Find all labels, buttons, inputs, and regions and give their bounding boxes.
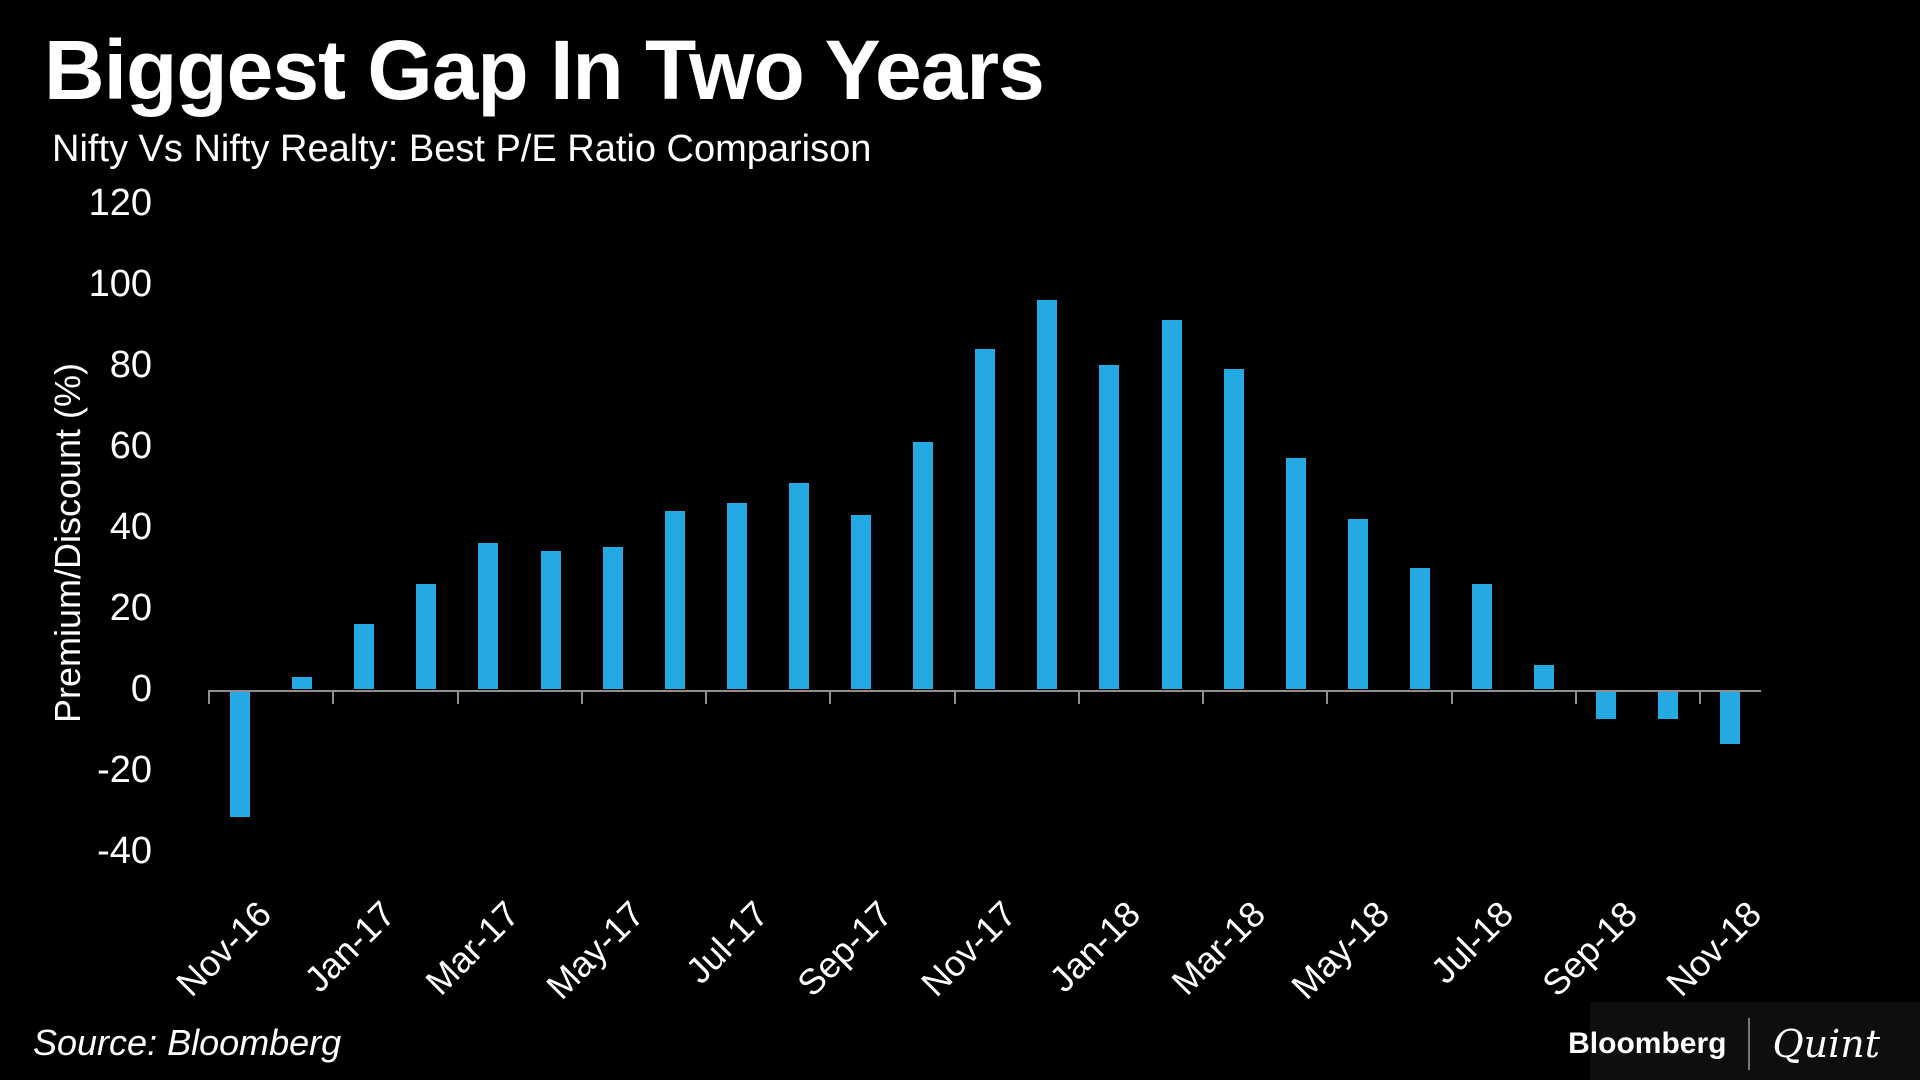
x-tick-label: Sep-17 bbox=[788, 893, 900, 1005]
chart-subtitle: Nifty Vs Nifty Realty: Best P/E Ratio Co… bbox=[52, 128, 872, 170]
bar-Oct-18 bbox=[1658, 691, 1679, 720]
bar-May-17 bbox=[602, 547, 623, 690]
bar-Nov-18 bbox=[1720, 691, 1741, 744]
publisher-logo: Bloomberg Quint bbox=[1568, 1018, 1880, 1070]
x-tick-label: Jan-18 bbox=[1041, 893, 1149, 1000]
x-tick-label: Jul-17 bbox=[677, 893, 776, 992]
bar-Jan-18 bbox=[1099, 365, 1120, 689]
x-axis-tick bbox=[1077, 690, 1080, 704]
x-tick-label: Jul-18 bbox=[1422, 893, 1521, 992]
y-tick-label: -40 bbox=[97, 830, 152, 872]
y-tick-label: 0 bbox=[130, 668, 152, 710]
bar-Jul-17 bbox=[726, 502, 747, 689]
x-tick-label: Mar-18 bbox=[1162, 893, 1273, 1003]
x-axis-tick bbox=[1699, 690, 1702, 704]
x-tick-label: Nov-17 bbox=[913, 893, 1025, 1005]
x-axis-tick bbox=[580, 690, 583, 704]
x-tick-label: Sep-18 bbox=[1534, 893, 1646, 1005]
x-tick-label: Nov-16 bbox=[167, 893, 279, 1005]
bar-Feb-18 bbox=[1161, 320, 1182, 689]
y-tick-label: 100 bbox=[88, 263, 152, 305]
quint-logo-text: Quint bbox=[1772, 1022, 1880, 1066]
x-tick-label: Nov-18 bbox=[1658, 893, 1770, 1005]
logo-divider bbox=[1748, 1018, 1751, 1070]
x-axis-tick bbox=[1202, 690, 1205, 704]
y-tick-label: 60 bbox=[109, 425, 152, 467]
bar-Nov-16 bbox=[230, 691, 250, 817]
x-axis-line bbox=[208, 690, 1761, 692]
source-note: Source: Bloomberg bbox=[33, 1022, 342, 1063]
logo-panel bbox=[1590, 1002, 1920, 1080]
x-axis-tick bbox=[705, 690, 708, 704]
x-axis-tick bbox=[953, 690, 956, 704]
x-tick-label: Mar-17 bbox=[417, 893, 528, 1003]
bar-Sep-17 bbox=[851, 514, 871, 690]
bar-Aug-18 bbox=[1534, 664, 1555, 689]
x-axis-tick bbox=[1326, 690, 1329, 704]
bar-Aug-17 bbox=[788, 482, 809, 689]
bar-Jun-18 bbox=[1409, 567, 1430, 689]
bar-Jun-17 bbox=[664, 510, 685, 689]
y-tick-label: 40 bbox=[109, 506, 152, 548]
y-tick-label: -20 bbox=[97, 749, 152, 791]
x-axis-tick bbox=[1450, 690, 1453, 704]
bar-Jan-17 bbox=[354, 624, 375, 689]
bar-Jul-18 bbox=[1472, 583, 1492, 689]
x-axis-tick bbox=[829, 690, 832, 704]
chart-title: Biggest Gap In Two Years bbox=[44, 23, 1045, 117]
x-axis-tick bbox=[208, 690, 210, 704]
y-tick-label: 80 bbox=[109, 344, 152, 386]
bloomberg-logo-text: Bloomberg bbox=[1568, 1027, 1727, 1060]
bar-Apr-18 bbox=[1285, 458, 1306, 689]
bar-Dec-16 bbox=[292, 676, 313, 689]
x-axis-tick bbox=[456, 690, 459, 704]
bar-Apr-17 bbox=[540, 551, 561, 689]
x-axis-tick bbox=[1575, 690, 1577, 704]
bar-Sep-18 bbox=[1596, 691, 1617, 720]
y-tick-label: 20 bbox=[109, 587, 152, 629]
x-tick-label: Jan-17 bbox=[296, 893, 404, 1000]
bar-Mar-17 bbox=[478, 543, 499, 689]
x-tick-label: May-18 bbox=[1282, 893, 1397, 1007]
bar-Nov-17 bbox=[975, 348, 996, 689]
bar-Feb-17 bbox=[416, 583, 437, 689]
x-tick-label: May-17 bbox=[537, 893, 652, 1007]
x-axis-tick bbox=[332, 690, 335, 704]
bar-Mar-18 bbox=[1223, 369, 1244, 689]
y-tick-label: 120 bbox=[88, 182, 152, 224]
bar-May-18 bbox=[1347, 518, 1368, 689]
bar-Oct-17 bbox=[913, 442, 934, 689]
bar-Dec-17 bbox=[1037, 300, 1058, 689]
